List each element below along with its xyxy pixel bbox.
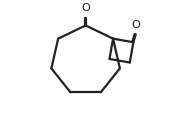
Text: O: O bbox=[131, 20, 140, 30]
Text: O: O bbox=[81, 3, 90, 13]
